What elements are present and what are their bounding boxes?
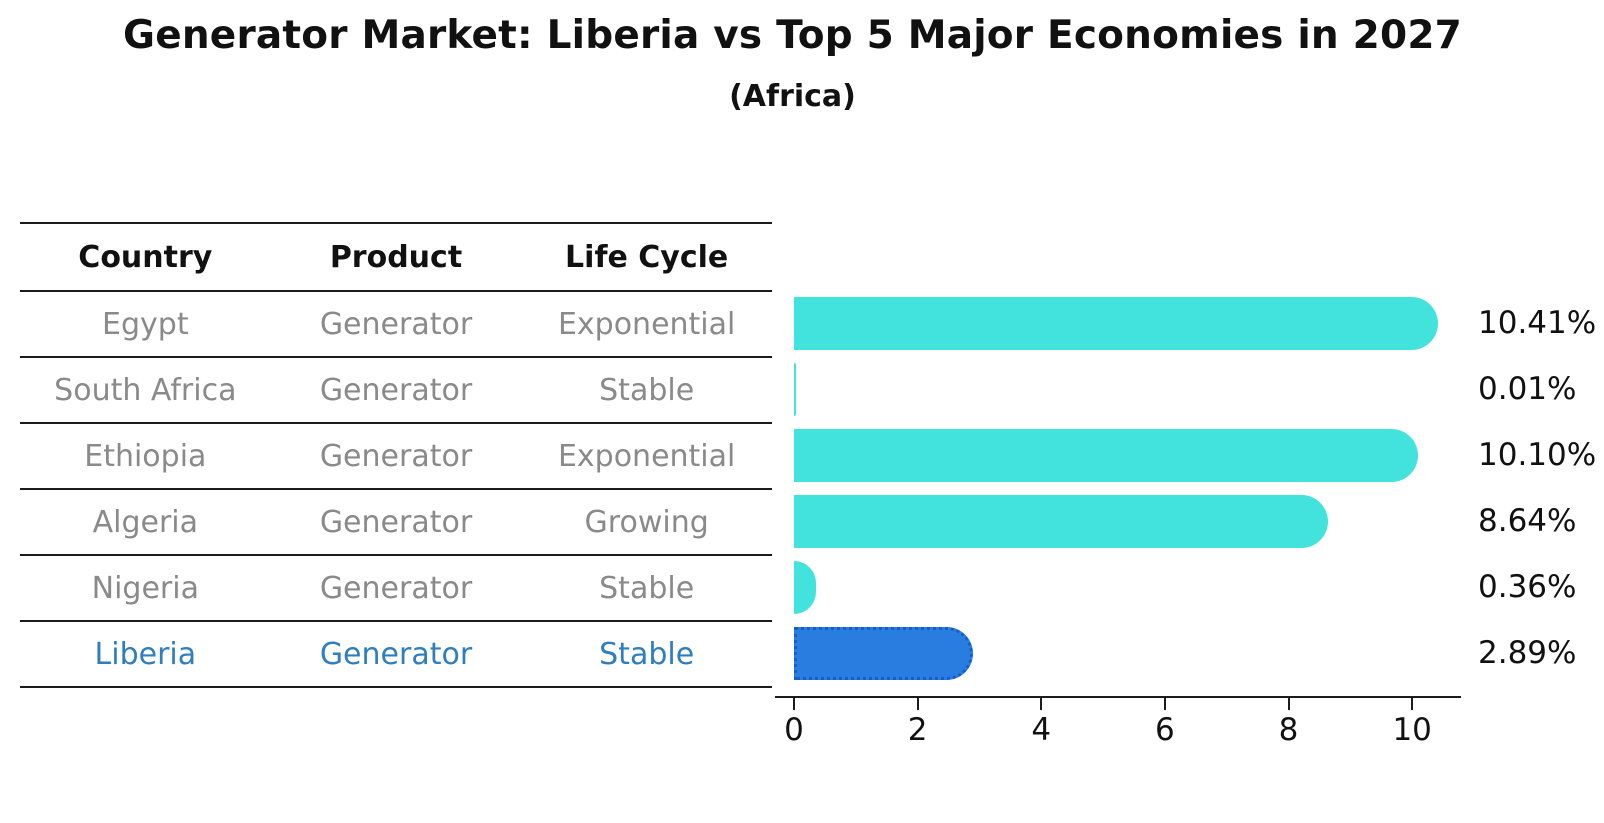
x-tick bbox=[916, 698, 919, 710]
value-labels: 10.41% 0.01% 10.10% 8.64% 0.36% 2.89% bbox=[1478, 290, 1604, 686]
column-header-product: Product bbox=[329, 239, 463, 275]
x-axis-tick-labels: 0 2 4 6 8 10 bbox=[784, 712, 1474, 752]
x-tick-label: 0 bbox=[784, 712, 804, 748]
bar-row bbox=[794, 554, 1474, 620]
country-cell: Nigeria bbox=[91, 570, 199, 606]
x-axis-line bbox=[775, 696, 1461, 698]
bar-egypt bbox=[794, 296, 1438, 350]
product-cell: Generator bbox=[319, 636, 473, 672]
x-tick bbox=[793, 698, 795, 710]
bar-liberia bbox=[794, 626, 973, 680]
country-cell: Ethiopia bbox=[84, 438, 207, 474]
x-tick bbox=[1411, 698, 1414, 710]
product-cell: Generator bbox=[319, 504, 473, 540]
product-cell: Generator bbox=[319, 438, 473, 474]
product-cell: Generator bbox=[319, 570, 473, 606]
chart-title: Generator Market: Liberia vs Top 5 Major… bbox=[122, 13, 1463, 58]
x-tick bbox=[1040, 698, 1043, 710]
bar-row bbox=[794, 290, 1474, 356]
x-tick-label: 2 bbox=[907, 712, 928, 748]
value-label-south-africa: 0.01% bbox=[1478, 371, 1577, 407]
x-tick-label: 6 bbox=[1155, 712, 1175, 748]
x-tick-label: 8 bbox=[1278, 712, 1299, 748]
bar-algeria bbox=[794, 494, 1329, 548]
value-label-algeria: 8.64% bbox=[1478, 503, 1577, 539]
product-cell: Generator bbox=[319, 372, 473, 408]
country-cell: Algeria bbox=[92, 504, 199, 540]
table-row-algeria: Algeria Generator Growing bbox=[20, 490, 772, 556]
column-header-life-cycle: Life Cycle bbox=[565, 239, 729, 275]
value-label-liberia: 2.89% bbox=[1478, 635, 1577, 671]
life-cycle-cell: Stable bbox=[599, 372, 695, 408]
x-tick-label: 10 bbox=[1392, 712, 1432, 748]
x-axis-ticks bbox=[793, 698, 1474, 710]
bar-row bbox=[794, 488, 1474, 554]
life-cycle-cell: Exponential bbox=[557, 438, 736, 474]
bar-south-africa bbox=[794, 362, 796, 416]
table-header-row: Country Product Life Cycle bbox=[20, 224, 772, 292]
x-tick bbox=[1287, 698, 1290, 710]
bar-row bbox=[794, 356, 1474, 422]
product-cell: Generator bbox=[319, 306, 473, 342]
bar-row bbox=[794, 422, 1474, 488]
country-cell: Liberia bbox=[94, 636, 197, 672]
bar-ethiopia bbox=[794, 428, 1419, 482]
value-label-ethiopia: 10.10% bbox=[1478, 437, 1597, 473]
table-row-liberia: Liberia Generator Stable bbox=[20, 622, 772, 688]
bar-nigeria bbox=[794, 560, 817, 614]
life-cycle-cell: Exponential bbox=[557, 306, 736, 342]
chart-subtitle: (Africa) bbox=[729, 79, 856, 114]
country-cell: South Africa bbox=[54, 372, 237, 408]
x-tick bbox=[1163, 698, 1166, 710]
value-label-egypt: 10.41% bbox=[1478, 305, 1597, 341]
table-row-ethiopia: Ethiopia Generator Exponential bbox=[20, 424, 772, 490]
value-label-nigeria: 0.36% bbox=[1478, 569, 1577, 605]
x-tick-label: 4 bbox=[1031, 712, 1052, 748]
life-cycle-cell: Stable bbox=[599, 636, 695, 672]
table-row-egypt: Egypt Generator Exponential bbox=[20, 292, 772, 358]
country-cell: Egypt bbox=[102, 306, 189, 342]
life-cycle-cell: Stable bbox=[599, 570, 695, 606]
bar-plot bbox=[794, 290, 1474, 686]
life-cycle-cell: Growing bbox=[584, 504, 709, 540]
table-row-nigeria: Nigeria Generator Stable bbox=[20, 556, 772, 622]
summary-table: Country Product Life Cycle Egypt Generat… bbox=[20, 222, 772, 688]
bar-row bbox=[794, 620, 1474, 686]
column-header-country: Country bbox=[78, 239, 213, 275]
table-row-south-africa: South Africa Generator Stable bbox=[20, 358, 772, 424]
